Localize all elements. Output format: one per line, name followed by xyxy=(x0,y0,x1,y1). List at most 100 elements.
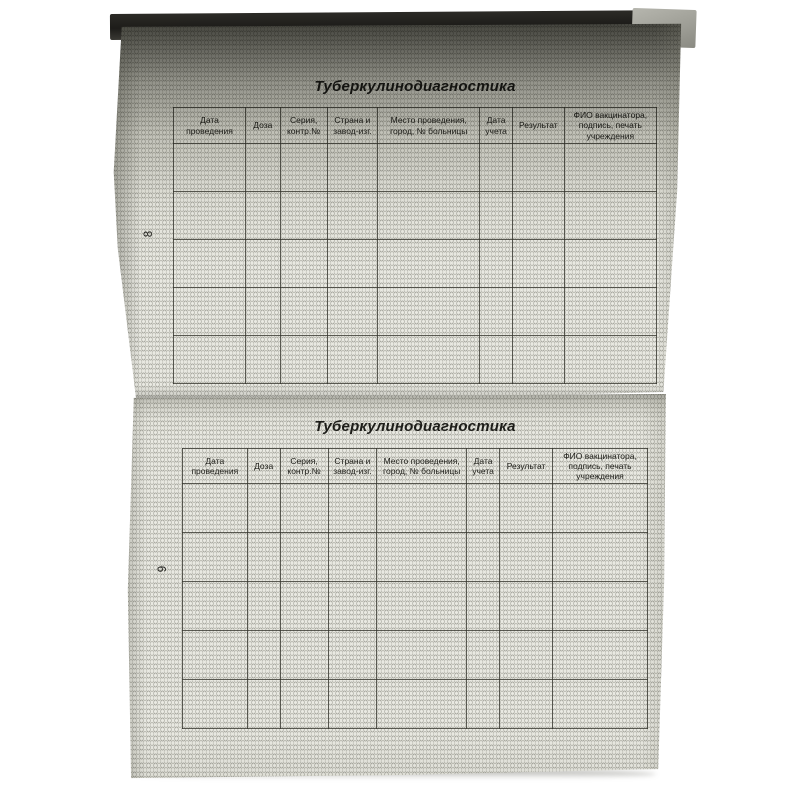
table-row xyxy=(173,335,658,384)
col-place: Место проведения, город, № больницы xyxy=(377,107,481,144)
table-cell xyxy=(279,287,328,336)
table-cell xyxy=(182,532,248,582)
table-cell xyxy=(327,483,378,533)
table-cell xyxy=(466,630,501,680)
table-cell xyxy=(499,532,554,582)
tuberculin-table: Дата проведения Доза Серия, контр.№ Стра… xyxy=(182,448,648,729)
col-date-performed: Дата проведения xyxy=(173,107,246,144)
tuberculin-table: Дата проведения Доза Серия, контр.№ Стра… xyxy=(173,107,658,384)
table-cell xyxy=(377,239,481,288)
table-cell xyxy=(244,239,281,288)
table-cell xyxy=(246,630,281,680)
table-cell xyxy=(499,483,554,533)
table-cell xyxy=(479,335,514,384)
table-cell xyxy=(563,239,658,288)
table-cell xyxy=(466,679,501,729)
table-cell xyxy=(244,287,281,336)
table-cell xyxy=(244,143,281,192)
col-country-manufacturer: Страна и завод-изг. xyxy=(327,448,378,484)
table-cell xyxy=(279,483,329,533)
table-cell xyxy=(326,143,379,192)
table-cell xyxy=(479,143,514,192)
table-row xyxy=(173,239,658,288)
table-cell xyxy=(512,287,565,336)
table-cell xyxy=(244,191,281,240)
table-cell xyxy=(563,143,658,192)
table-cell xyxy=(499,630,554,680)
table-header: Дата проведения Доза Серия, контр.№ Стра… xyxy=(182,448,648,484)
col-vaccinator: ФИО вакцинатора, подпись, печать учрежде… xyxy=(563,107,658,144)
table-cell xyxy=(376,532,468,582)
table-cell xyxy=(376,581,468,631)
table-cell xyxy=(279,143,328,192)
col-date-recorded: Дата учета xyxy=(466,448,501,484)
table-header-row: Дата проведения Доза Серия, контр.№ Стра… xyxy=(182,448,648,484)
table-cell xyxy=(173,335,246,384)
table-cell xyxy=(279,335,328,384)
table-cell xyxy=(173,287,246,336)
page-9: Туберкулинодиагностика 9 Дата проведения… xyxy=(127,393,666,779)
table-cell xyxy=(552,679,648,729)
table-row xyxy=(173,143,658,192)
table-cell xyxy=(466,532,501,582)
table-cell xyxy=(552,630,648,680)
col-dose: Доза xyxy=(244,107,281,144)
table-cell xyxy=(377,143,481,192)
table-cell xyxy=(563,335,658,384)
col-result: Результат xyxy=(512,107,565,144)
table-cell xyxy=(279,239,328,288)
page-number: 9 xyxy=(157,565,170,573)
table-cell xyxy=(173,191,246,240)
col-result: Результат xyxy=(499,448,554,484)
table-cell xyxy=(376,483,468,533)
table-row xyxy=(173,191,658,240)
table-cell xyxy=(466,483,501,533)
table-cell xyxy=(327,581,378,631)
table-cell xyxy=(173,143,246,192)
table-cell xyxy=(182,581,248,631)
table-cell xyxy=(512,143,565,192)
table-cell xyxy=(246,483,281,533)
table-cell xyxy=(246,679,281,729)
table-cell xyxy=(563,287,658,336)
table-cell xyxy=(246,581,281,631)
col-date-recorded: Дата учета xyxy=(479,107,514,144)
table-cell xyxy=(512,239,565,288)
table-cell xyxy=(499,581,554,631)
table-row xyxy=(173,287,658,336)
table-cell xyxy=(552,581,648,631)
table-cell xyxy=(279,679,329,729)
page-8: Туберкулинодиагностика 8 Дата проведения… xyxy=(113,23,682,400)
table-cell xyxy=(326,287,379,336)
table-cell xyxy=(326,239,379,288)
table-cell xyxy=(512,335,565,384)
table-header-row: Дата проведения Доза Серия, контр.№ Стра… xyxy=(173,107,658,144)
table-cell xyxy=(466,581,501,631)
table-cell xyxy=(499,679,554,729)
table-cell xyxy=(479,239,514,288)
table-cell xyxy=(279,581,329,631)
table-cell xyxy=(173,239,246,288)
table-cell xyxy=(326,335,379,384)
table-cell xyxy=(377,191,481,240)
table-cell xyxy=(552,483,648,533)
table-cell xyxy=(512,191,565,240)
table-cell xyxy=(376,679,468,729)
table-cell xyxy=(279,532,329,582)
col-country-manufacturer: Страна и завод-изг. xyxy=(326,107,379,144)
table-header: Дата проведения Доза Серия, контр.№ Стра… xyxy=(173,107,658,144)
table-cell xyxy=(552,532,648,582)
table-row xyxy=(182,581,648,631)
col-date-performed: Дата проведения xyxy=(182,448,248,484)
table-cell xyxy=(246,532,281,582)
table-cell xyxy=(279,630,329,680)
table-row xyxy=(182,532,648,582)
table-row xyxy=(182,630,648,680)
table-cell xyxy=(326,191,379,240)
table-cell xyxy=(479,191,514,240)
table-cell xyxy=(327,532,378,582)
page-number: 8 xyxy=(143,230,156,238)
table-cell xyxy=(377,287,481,336)
table-cell xyxy=(327,630,378,680)
